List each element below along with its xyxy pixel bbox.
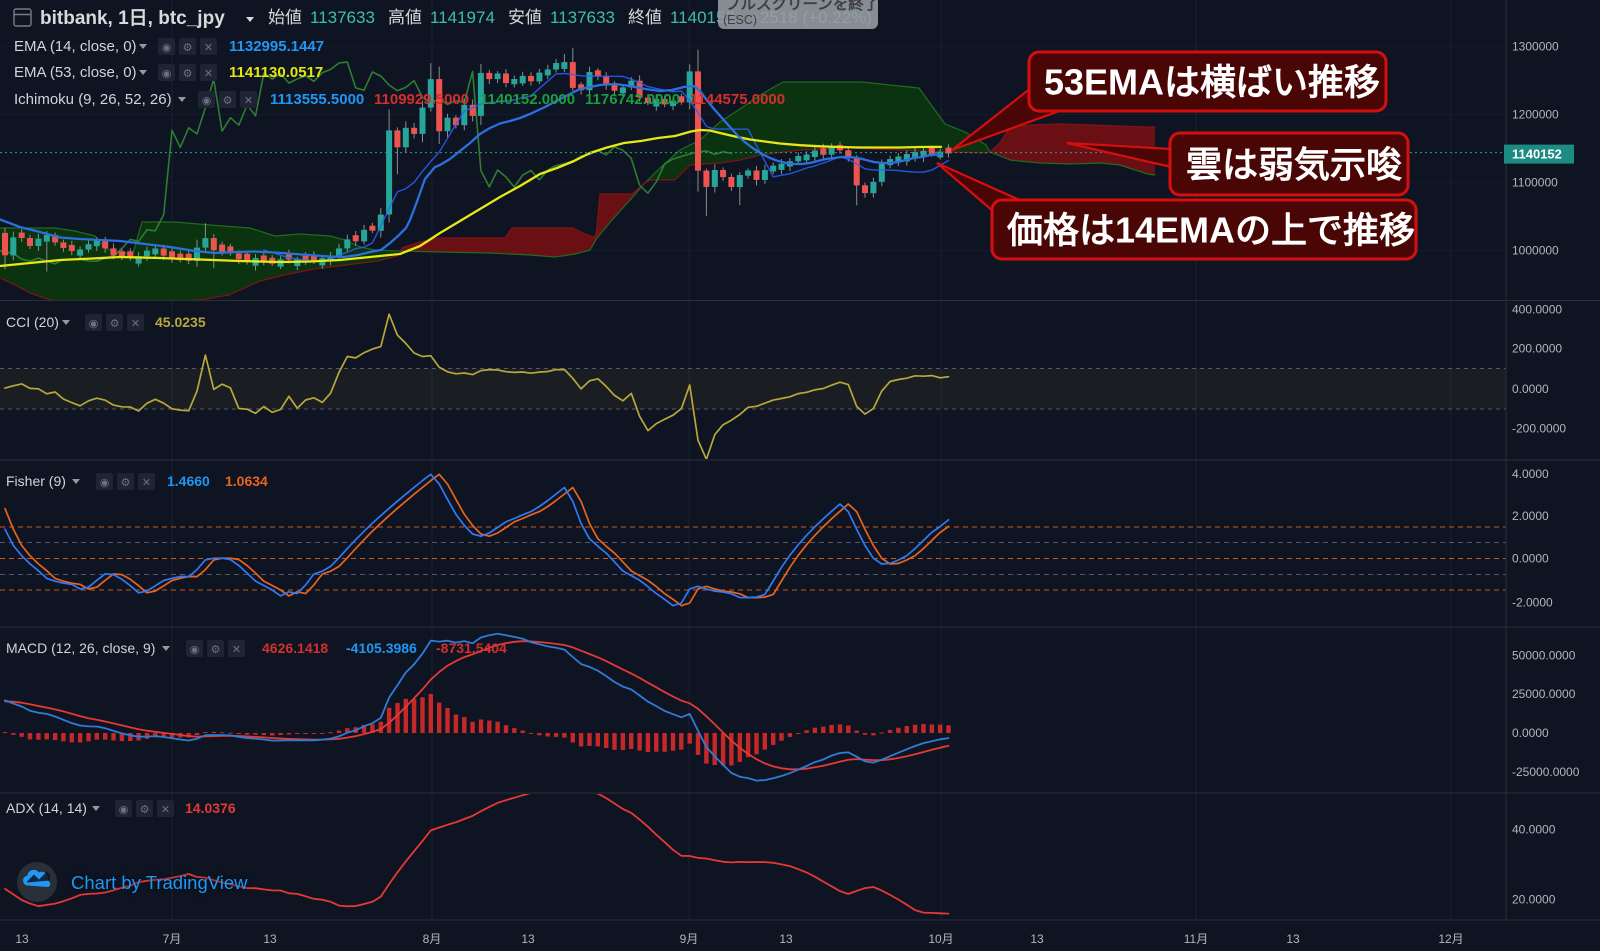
svg-text:1100000: 1100000 bbox=[1512, 176, 1558, 190]
svg-text:✕: ✕ bbox=[131, 318, 140, 330]
svg-text:7月: 7月 bbox=[163, 932, 182, 946]
svg-text:EMA (53, close, 0): EMA (53, close, 0) bbox=[14, 64, 137, 81]
svg-text:✕: ✕ bbox=[232, 644, 241, 656]
svg-text:高値: 高値 bbox=[388, 8, 422, 27]
svg-text:1.0634: 1.0634 bbox=[225, 473, 268, 489]
svg-text:200.0000: 200.0000 bbox=[1512, 341, 1562, 355]
svg-text:◉: ◉ bbox=[100, 477, 110, 489]
svg-text:4626.1418: 4626.1418 bbox=[262, 640, 328, 656]
svg-text:25000.0000: 25000.0000 bbox=[1512, 687, 1576, 701]
svg-text:4.0000: 4.0000 bbox=[1512, 467, 1549, 481]
svg-text:1000000: 1000000 bbox=[1512, 244, 1559, 258]
svg-text:53EMAは横ばい推移: 53EMAは横ばい推移 bbox=[1044, 61, 1380, 102]
svg-text:0.0000: 0.0000 bbox=[1512, 726, 1549, 740]
svg-text:◉: ◉ bbox=[119, 804, 129, 816]
svg-text:10月: 10月 bbox=[928, 932, 953, 946]
svg-text:◉: ◉ bbox=[202, 95, 212, 107]
svg-text:50000.0000: 50000.0000 bbox=[1512, 649, 1576, 663]
svg-text:終値: 終値 bbox=[628, 8, 662, 27]
svg-text:13: 13 bbox=[521, 932, 535, 946]
svg-text:⚙: ⚙ bbox=[140, 804, 150, 816]
svg-text:⚙: ⚙ bbox=[183, 42, 193, 54]
svg-text:EMA (14, close, 0): EMA (14, close, 0) bbox=[14, 38, 137, 55]
svg-text:1140152.0000: 1140152.0000 bbox=[480, 91, 575, 108]
svg-text:Ichimoku (9, 26, 52, 26): Ichimoku (9, 26, 52, 26) bbox=[14, 91, 172, 108]
svg-text:Fisher (9): Fisher (9) bbox=[6, 473, 66, 489]
svg-text:1113555.5000: 1113555.5000 bbox=[270, 91, 364, 108]
svg-text:40.0000: 40.0000 bbox=[1512, 823, 1556, 837]
svg-text:1141130.0517: 1141130.0517 bbox=[229, 64, 323, 81]
svg-text:(ESC): (ESC) bbox=[723, 13, 757, 27]
svg-text:安値: 安値 bbox=[508, 8, 542, 27]
svg-text:-2.0000: -2.0000 bbox=[1512, 596, 1553, 610]
svg-text:ADX (14, 14): ADX (14, 14) bbox=[6, 800, 87, 816]
svg-text:1200000: 1200000 bbox=[1512, 108, 1559, 122]
svg-text:13: 13 bbox=[263, 932, 277, 946]
svg-text:⚙: ⚙ bbox=[121, 477, 131, 489]
svg-text:✕: ✕ bbox=[204, 68, 213, 80]
svg-text:⚙: ⚙ bbox=[211, 644, 221, 656]
svg-text:-25000.0000: -25000.0000 bbox=[1512, 765, 1580, 779]
svg-text:MACD (12, 26, close, 9): MACD (12, 26, close, 9) bbox=[6, 640, 155, 656]
svg-text:⚙: ⚙ bbox=[223, 95, 233, 107]
svg-text:◉: ◉ bbox=[162, 42, 172, 54]
svg-text:1300000: 1300000 bbox=[1512, 40, 1559, 54]
svg-text:始値: 始値 bbox=[268, 8, 302, 27]
svg-text:-4105.3986: -4105.3986 bbox=[346, 640, 417, 656]
svg-text:13: 13 bbox=[1030, 932, 1044, 946]
svg-text:◉: ◉ bbox=[89, 318, 99, 330]
svg-text:11月: 11月 bbox=[1184, 932, 1208, 946]
svg-text:bitbank, 1日, btc_jpy: bitbank, 1日, btc_jpy bbox=[40, 8, 225, 29]
svg-text:13: 13 bbox=[1286, 932, 1300, 946]
svg-text:0.0000: 0.0000 bbox=[1512, 382, 1549, 396]
svg-text:400.0000: 400.0000 bbox=[1512, 302, 1562, 316]
svg-text:13: 13 bbox=[15, 932, 29, 946]
svg-text:1144575.0000: 1144575.0000 bbox=[690, 91, 785, 108]
svg-text:2.0000: 2.0000 bbox=[1512, 509, 1549, 523]
svg-text:1137633: 1137633 bbox=[310, 8, 375, 27]
svg-text:✕: ✕ bbox=[204, 42, 213, 54]
svg-text:45.0235: 45.0235 bbox=[155, 314, 206, 330]
svg-text:1176742.0000: 1176742.0000 bbox=[585, 91, 680, 108]
svg-text:CCI (20): CCI (20) bbox=[6, 314, 59, 330]
svg-text:⚙: ⚙ bbox=[183, 68, 193, 80]
svg-text:1137633: 1137633 bbox=[550, 8, 615, 27]
svg-text:◉: ◉ bbox=[190, 644, 200, 656]
svg-text:◉: ◉ bbox=[162, 68, 172, 80]
svg-text:1140152: 1140152 bbox=[1512, 147, 1562, 162]
svg-text:1109929.5000: 1109929.5000 bbox=[374, 91, 469, 108]
svg-text:9月: 9月 bbox=[680, 932, 699, 946]
svg-text:1.4660: 1.4660 bbox=[167, 473, 210, 489]
svg-text:-200.0000: -200.0000 bbox=[1512, 421, 1566, 435]
svg-text:1141974: 1141974 bbox=[430, 8, 495, 27]
svg-text:⚙: ⚙ bbox=[110, 318, 120, 330]
svg-text:8月: 8月 bbox=[423, 932, 442, 946]
svg-text:14.0376: 14.0376 bbox=[185, 800, 236, 816]
svg-text:価格は14EMAの上で推移: 価格は14EMAの上で推移 bbox=[1006, 209, 1415, 250]
svg-text:13: 13 bbox=[779, 932, 793, 946]
svg-text:1132995.1447: 1132995.1447 bbox=[229, 38, 324, 55]
svg-text:12月: 12月 bbox=[1438, 932, 1463, 946]
svg-text:✕: ✕ bbox=[161, 804, 170, 816]
svg-text:雲は弱気示唆: 雲は弱気示唆 bbox=[1186, 144, 1402, 185]
svg-text:0.0000: 0.0000 bbox=[1512, 552, 1549, 566]
svg-text:✕: ✕ bbox=[244, 95, 253, 107]
svg-text:-8731.5404: -8731.5404 bbox=[436, 640, 507, 656]
svg-text:✕: ✕ bbox=[142, 477, 151, 489]
svg-text:Chart by TradingView: Chart by TradingView bbox=[71, 872, 248, 893]
svg-text:フルスクリーンを終了: フルスクリーンを終了 bbox=[725, 0, 879, 13]
svg-text:20.0000: 20.0000 bbox=[1512, 893, 1556, 907]
